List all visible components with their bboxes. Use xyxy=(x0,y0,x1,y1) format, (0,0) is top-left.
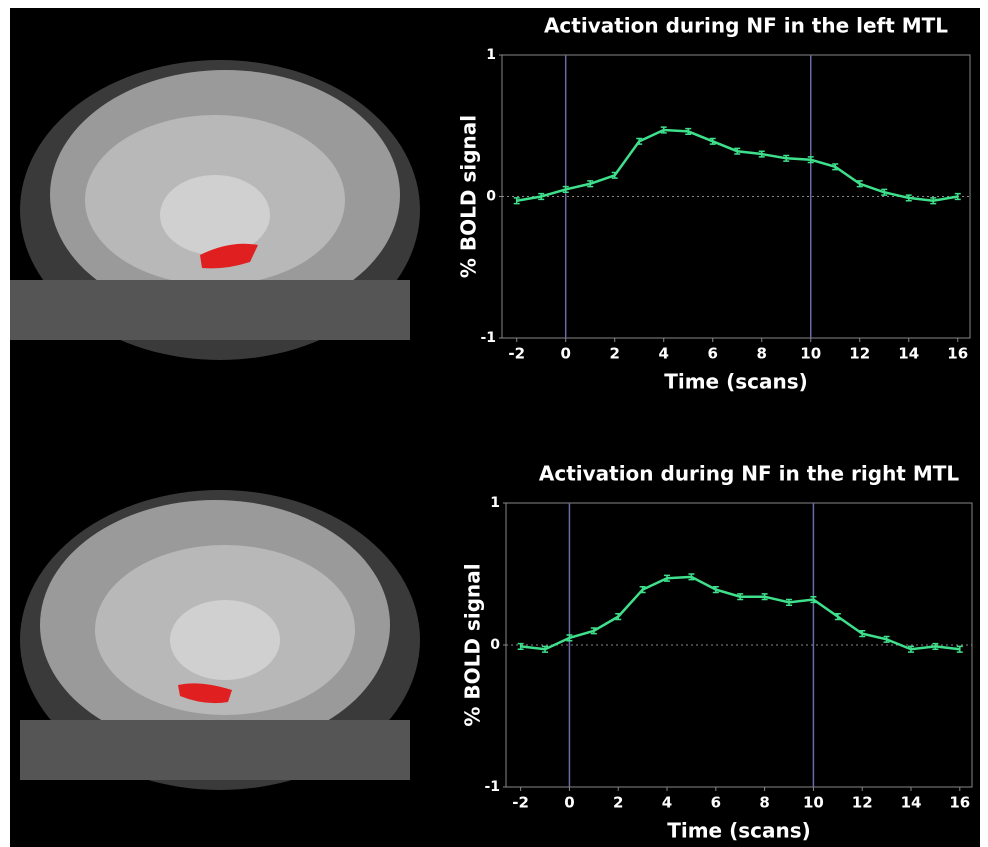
y-tick-label: 0 xyxy=(486,189,496,205)
x-tick-label: 10 xyxy=(800,345,821,363)
x-tick-label: 4 xyxy=(662,794,672,812)
x-tick-label: 8 xyxy=(759,794,769,812)
x-tick-label: 0 xyxy=(560,345,570,363)
x-tick-label: 12 xyxy=(852,794,873,812)
x-tick-label: 16 xyxy=(947,345,968,363)
x-axis-label: Time (scans) xyxy=(667,819,811,843)
x-tick-label: -2 xyxy=(512,794,529,812)
page: Activation during NF in the left MTL Time… xyxy=(0,0,988,847)
x-tick-label: 4 xyxy=(658,345,668,363)
y-axis-label: % BOLD signal xyxy=(457,115,481,278)
x-tick-label: 14 xyxy=(898,345,919,363)
figure: Activation during NF in the left MTL Time… xyxy=(0,0,988,847)
chart-title: Activation during NF in the left MTL xyxy=(544,14,948,38)
y-tick-label: 1 xyxy=(490,495,500,511)
x-tick-label: 6 xyxy=(711,794,721,812)
y-tick-label: 0 xyxy=(490,637,500,653)
x-tick-label: 8 xyxy=(757,345,767,363)
x-tick-label: 10 xyxy=(803,794,824,812)
x-tick-label: 12 xyxy=(849,345,870,363)
x-tick-label: 16 xyxy=(949,794,970,812)
x-tick-label: 14 xyxy=(901,794,922,812)
x-axis-label: Time (scans) xyxy=(664,370,808,394)
y-tick-label: -1 xyxy=(480,330,496,346)
x-tick-label: -2 xyxy=(508,345,525,363)
brain-image-bottom xyxy=(20,490,420,790)
x-tick-label: 2 xyxy=(613,794,623,812)
y-tick-label: -1 xyxy=(484,779,500,795)
x-tick-label: 2 xyxy=(609,345,619,363)
y-tick-label: 1 xyxy=(486,47,496,63)
y-axis-label: % BOLD signal xyxy=(461,563,485,726)
x-tick-label: 0 xyxy=(564,794,574,812)
chart-title: Activation during NF in the right MTL xyxy=(539,462,960,486)
x-tick-label: 6 xyxy=(708,345,718,363)
